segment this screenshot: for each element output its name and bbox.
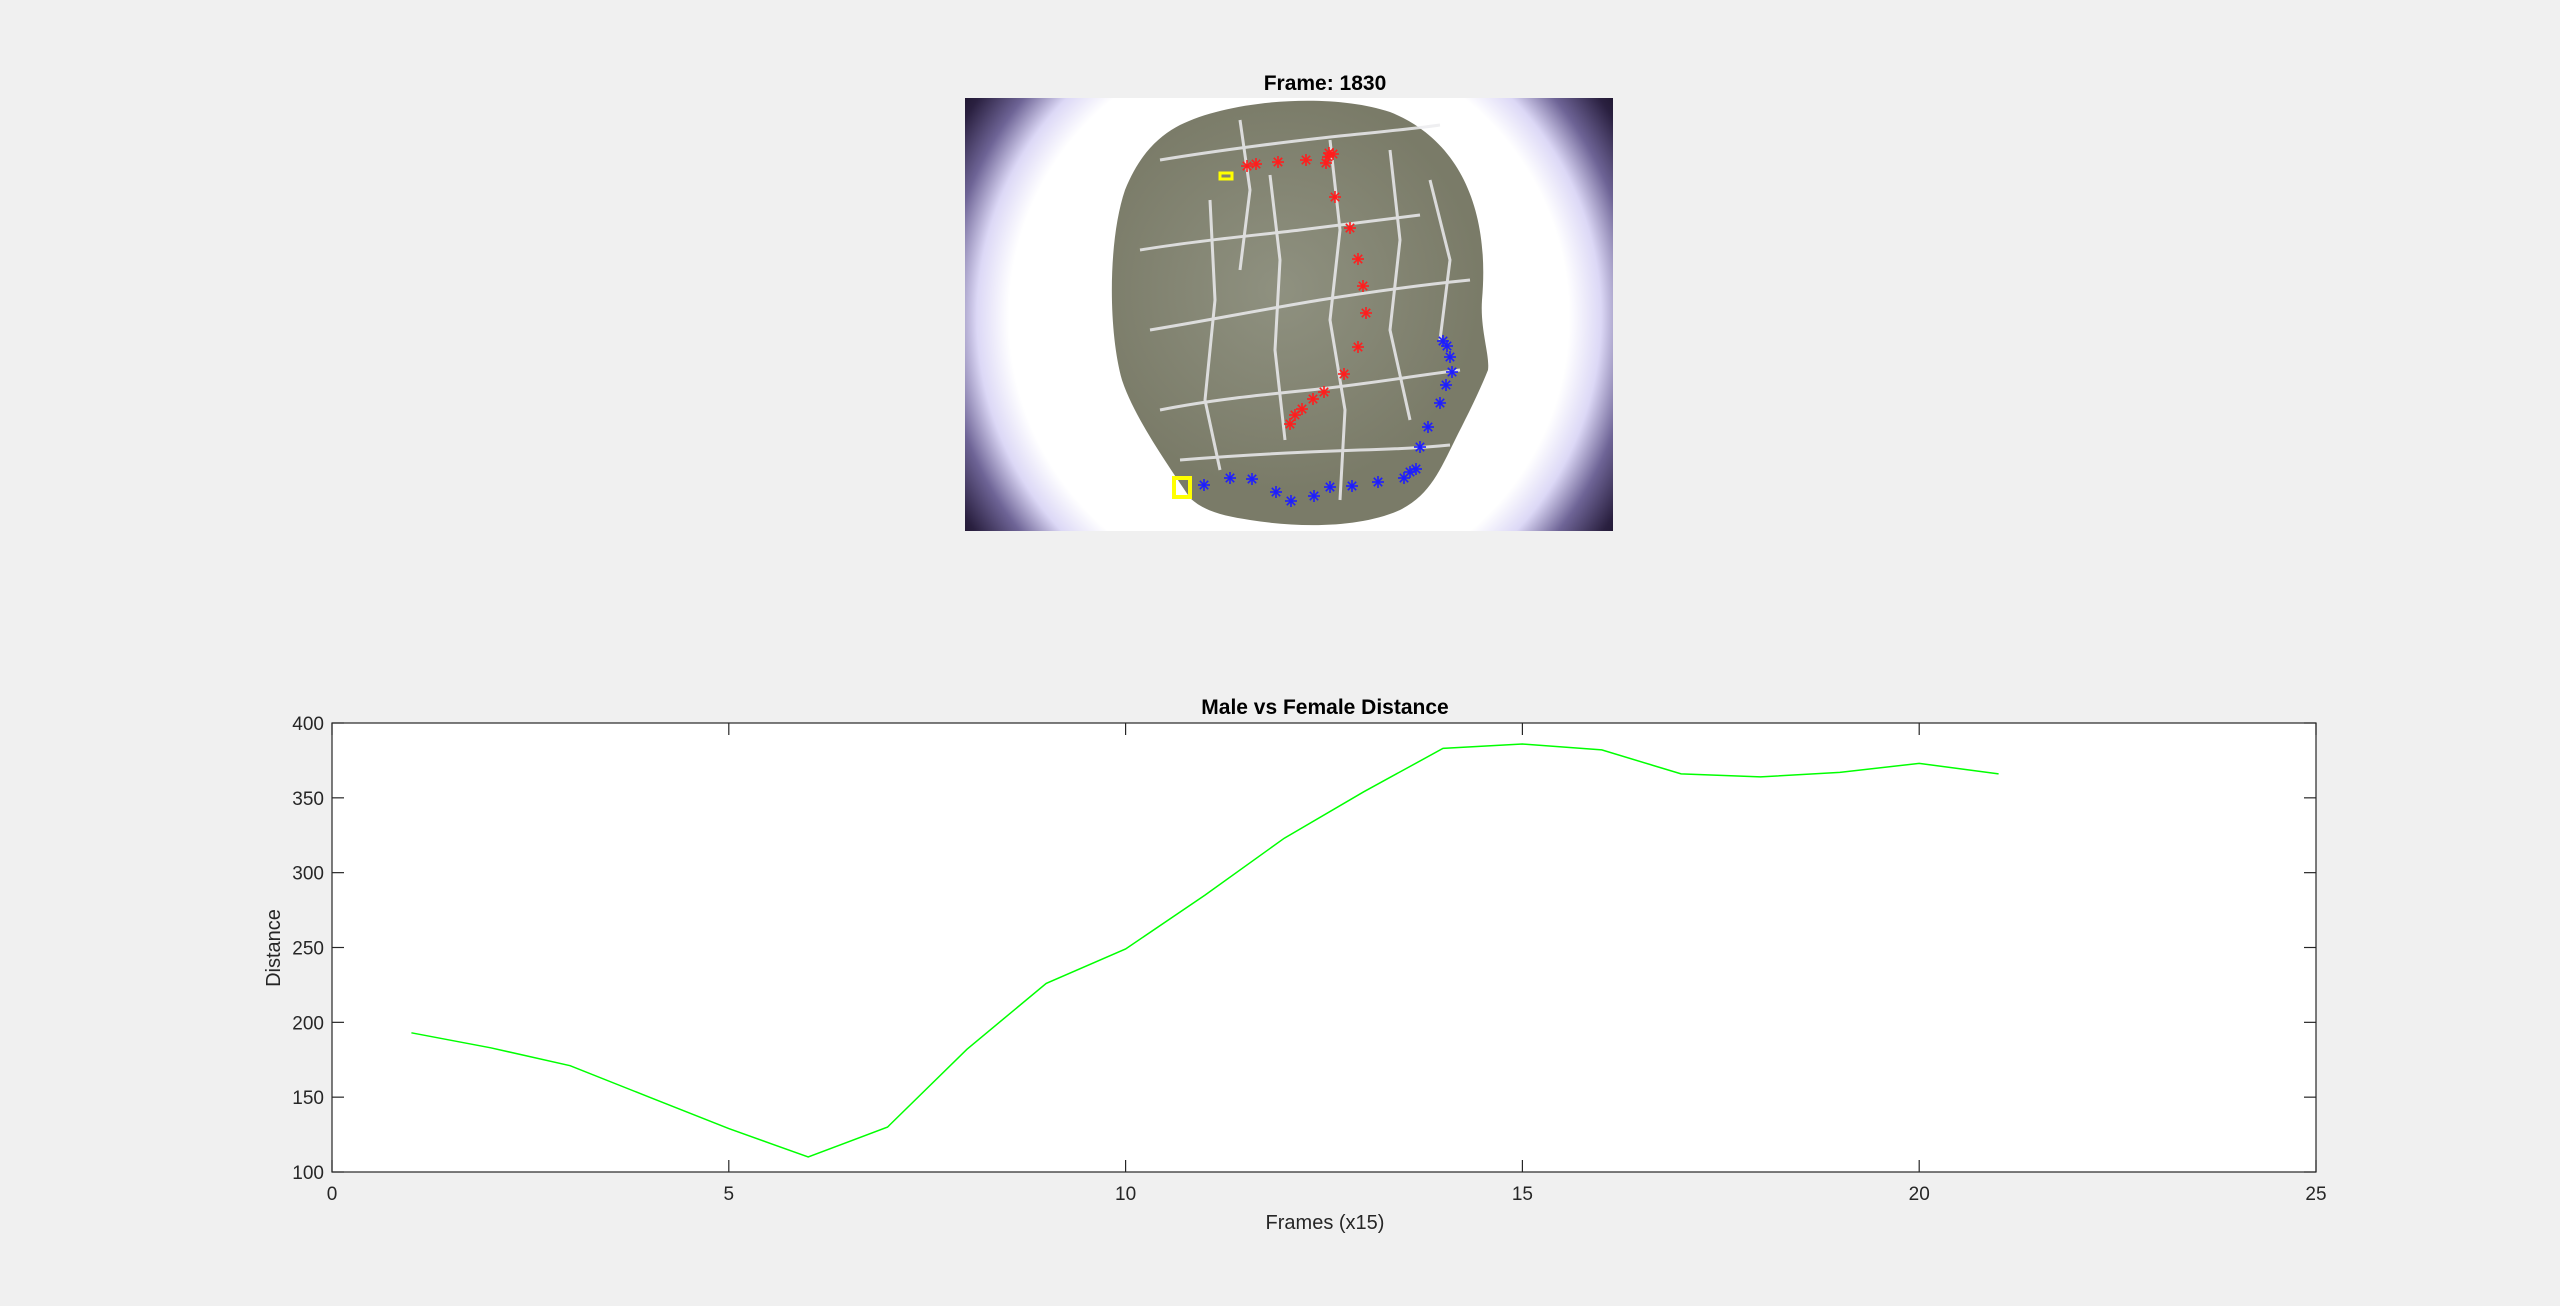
video-frame-panel: Frame: 1830: [965, 72, 1613, 531]
female-position-marker: [1324, 481, 1336, 493]
x-axis-label: Frames (x15): [1266, 1212, 1385, 1234]
female-position-marker: [1422, 421, 1434, 433]
video-frame-image: [965, 98, 1613, 531]
female-position-marker: [1446, 366, 1458, 378]
y-tick-label: 350: [292, 789, 324, 810]
y-axis-label: Distance: [263, 909, 285, 987]
female-position-marker: [1410, 463, 1422, 475]
male-position-marker: [1338, 368, 1350, 380]
leaf-disc: [1111, 100, 1489, 526]
male-position-marker: [1344, 222, 1356, 234]
male-position-marker: [1352, 253, 1364, 265]
female-position-marker: [1372, 476, 1384, 488]
male-track: [1241, 147, 1372, 430]
x-tick-label: 10: [1115, 1184, 1136, 1205]
y-tick-label: 200: [292, 1013, 324, 1034]
male-position-marker: [1329, 191, 1341, 203]
x-tick-label: 15: [1512, 1184, 1533, 1205]
female-position-marker: [1246, 473, 1258, 485]
female-position-marker: [1346, 480, 1358, 492]
female-position-marker: [1224, 472, 1236, 484]
distance-chart: Male vs Female Distance 0 5 10 15 20 25 100 15…: [263, 696, 2327, 1234]
female-position-marker: [1437, 335, 1449, 347]
male-position-marker: [1360, 307, 1372, 319]
male-position-marker: [1241, 160, 1253, 172]
x-tick-label: 0: [327, 1184, 338, 1205]
x-tick-label: 20: [1909, 1184, 1930, 1205]
plot-area: [332, 723, 2316, 1172]
male-position-marker: [1289, 409, 1301, 421]
image-title: Frame: 1830: [1264, 72, 1387, 95]
male-position-marker: [1357, 280, 1369, 292]
male-position-marker: [1272, 156, 1284, 168]
y-tick-label: 250: [292, 939, 324, 960]
leaf-veins: [1139, 119, 1471, 501]
x-tick-label: 25: [2305, 1184, 2326, 1205]
y-tick-label: 100: [292, 1163, 324, 1184]
male-position-marker: [1296, 403, 1308, 415]
distance-series-line: [411, 743, 1999, 1158]
female-position-marker: [1434, 397, 1446, 409]
female-position-marker: [1414, 441, 1426, 453]
female-position-marker: [1308, 490, 1320, 502]
plot-frame: [331, 722, 2317, 1173]
female-position-marker: [1440, 379, 1452, 391]
male-position-marker: [1300, 154, 1312, 166]
male-position-marker: [1352, 341, 1364, 353]
female-position-marker: [1270, 486, 1282, 498]
male-position-marker: [1307, 393, 1319, 405]
male-marker-box: [1218, 171, 1234, 181]
female-position-marker: [1285, 495, 1297, 507]
y-tick-label: 300: [292, 864, 324, 885]
female-position-marker: [1198, 479, 1210, 491]
female-marker-box: [1172, 476, 1192, 499]
male-position-marker: [1323, 147, 1335, 159]
y-tick-label: 150: [292, 1088, 324, 1109]
male-position-marker: [1250, 158, 1262, 170]
female-track: [1198, 335, 1458, 507]
x-tick-label: 5: [724, 1184, 735, 1205]
female-position-marker: [1444, 351, 1456, 363]
male-position-marker: [1318, 386, 1330, 398]
chart-title: Male vs Female Distance: [1201, 696, 1448, 719]
y-tick-label: 400: [292, 714, 324, 735]
male-position-marker: [1284, 418, 1296, 430]
